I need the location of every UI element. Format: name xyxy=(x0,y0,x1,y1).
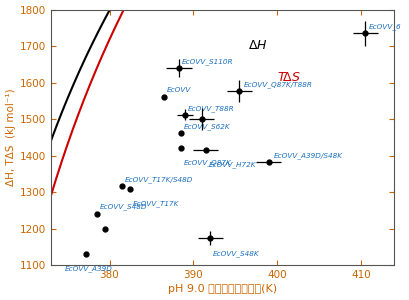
Text: EcOVV_S48D: EcOVV_S48D xyxy=(100,204,147,211)
Text: EcOVV: EcOVV xyxy=(167,87,191,93)
Text: EcOVV_S110R: EcOVV_S110R xyxy=(182,58,234,65)
Text: EcOVV_T17K: EcOVV_T17K xyxy=(133,200,180,207)
Text: EcOVV_T88R: EcOVV_T88R xyxy=(188,105,234,112)
Text: EcOVV_S48K: EcOVV_S48K xyxy=(213,251,259,257)
Text: EcOVV_Q87K/T88R: EcOVV_Q87K/T88R xyxy=(244,81,313,88)
X-axis label: pH 9.0 に於ける変性温度(K): pH 9.0 に於ける変性温度(K) xyxy=(168,284,277,294)
Y-axis label: ΔH, TΔS  (kJ mol⁻¹): ΔH, TΔS (kJ mol⁻¹) xyxy=(6,89,16,186)
Text: $T\!\Delta S$: $T\!\Delta S$ xyxy=(277,71,301,85)
Text: EcOVV_6: EcOVV_6 xyxy=(369,23,402,30)
Text: EcOVV_H72K: EcOVV_H72K xyxy=(209,161,256,168)
Text: EcOVV_A39D: EcOVV_A39D xyxy=(65,266,113,272)
Text: EcOVV_A39D/S48K: EcOVV_A39D/S48K xyxy=(273,152,342,159)
Text: $\Delta H$: $\Delta H$ xyxy=(248,39,267,52)
Text: EcOVV_S62K: EcOVV_S62K xyxy=(184,123,230,130)
Text: EcOVV_T17K/S48D: EcOVV_T17K/S48D xyxy=(125,176,193,183)
Text: EcOVV_Q87K: EcOVV_Q87K xyxy=(184,159,231,166)
